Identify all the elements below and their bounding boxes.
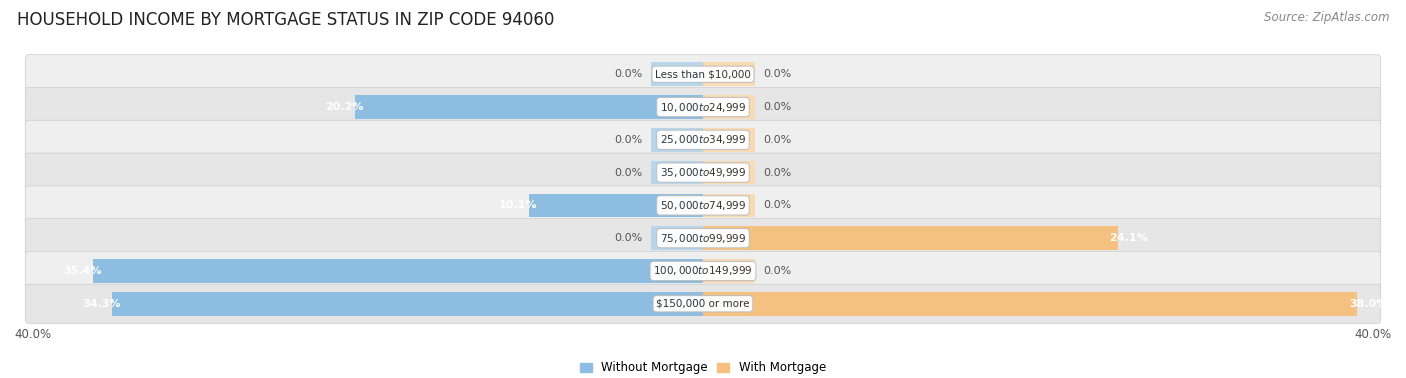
FancyBboxPatch shape xyxy=(25,218,1381,258)
Bar xyxy=(703,62,755,86)
Bar xyxy=(703,259,755,283)
Text: $75,000 to $99,999: $75,000 to $99,999 xyxy=(659,232,747,245)
Text: Source: ZipAtlas.com: Source: ZipAtlas.com xyxy=(1264,11,1389,24)
Text: 35.4%: 35.4% xyxy=(63,266,101,276)
Text: 0.0%: 0.0% xyxy=(763,69,792,79)
Text: 40.0%: 40.0% xyxy=(1355,328,1392,341)
Text: 0.0%: 0.0% xyxy=(763,102,792,112)
Text: 40.0%: 40.0% xyxy=(14,328,51,341)
Bar xyxy=(356,95,703,119)
Text: $35,000 to $49,999: $35,000 to $49,999 xyxy=(659,166,747,179)
Text: HOUSEHOLD INCOME BY MORTGAGE STATUS IN ZIP CODE 94060: HOUSEHOLD INCOME BY MORTGAGE STATUS IN Z… xyxy=(17,11,554,29)
Text: 0.0%: 0.0% xyxy=(614,69,643,79)
Bar xyxy=(112,292,703,316)
Text: 24.1%: 24.1% xyxy=(1109,233,1149,243)
Text: 0.0%: 0.0% xyxy=(614,233,643,243)
Bar xyxy=(93,259,703,283)
Text: $50,000 to $74,999: $50,000 to $74,999 xyxy=(659,199,747,212)
FancyBboxPatch shape xyxy=(25,186,1381,225)
Bar xyxy=(703,161,755,184)
Bar xyxy=(703,95,755,119)
FancyBboxPatch shape xyxy=(25,55,1381,94)
Text: 34.3%: 34.3% xyxy=(83,299,121,309)
Text: $100,000 to $149,999: $100,000 to $149,999 xyxy=(654,265,752,277)
Bar xyxy=(651,62,703,86)
FancyBboxPatch shape xyxy=(25,284,1381,323)
Bar xyxy=(703,194,755,217)
Text: $25,000 to $34,999: $25,000 to $34,999 xyxy=(659,133,747,146)
Text: $10,000 to $24,999: $10,000 to $24,999 xyxy=(659,101,747,113)
Legend: Without Mortgage, With Mortgage: Without Mortgage, With Mortgage xyxy=(575,356,831,378)
FancyBboxPatch shape xyxy=(25,153,1381,192)
Text: 38.0%: 38.0% xyxy=(1348,299,1388,309)
Text: 20.2%: 20.2% xyxy=(325,102,364,112)
Text: $150,000 or more: $150,000 or more xyxy=(657,299,749,309)
Bar xyxy=(703,128,755,152)
Text: 0.0%: 0.0% xyxy=(763,266,792,276)
Text: 0.0%: 0.0% xyxy=(614,167,643,178)
Text: 0.0%: 0.0% xyxy=(763,200,792,211)
Bar xyxy=(703,292,1358,316)
FancyBboxPatch shape xyxy=(25,120,1381,160)
Text: 10.1%: 10.1% xyxy=(499,200,537,211)
Text: 0.0%: 0.0% xyxy=(614,135,643,145)
FancyBboxPatch shape xyxy=(25,251,1381,291)
Text: 0.0%: 0.0% xyxy=(763,135,792,145)
Bar xyxy=(703,226,1118,250)
Bar xyxy=(651,226,703,250)
Bar xyxy=(529,194,703,217)
Text: 0.0%: 0.0% xyxy=(763,167,792,178)
Text: Less than $10,000: Less than $10,000 xyxy=(655,69,751,79)
Bar xyxy=(651,128,703,152)
FancyBboxPatch shape xyxy=(25,87,1381,127)
Bar xyxy=(651,161,703,184)
